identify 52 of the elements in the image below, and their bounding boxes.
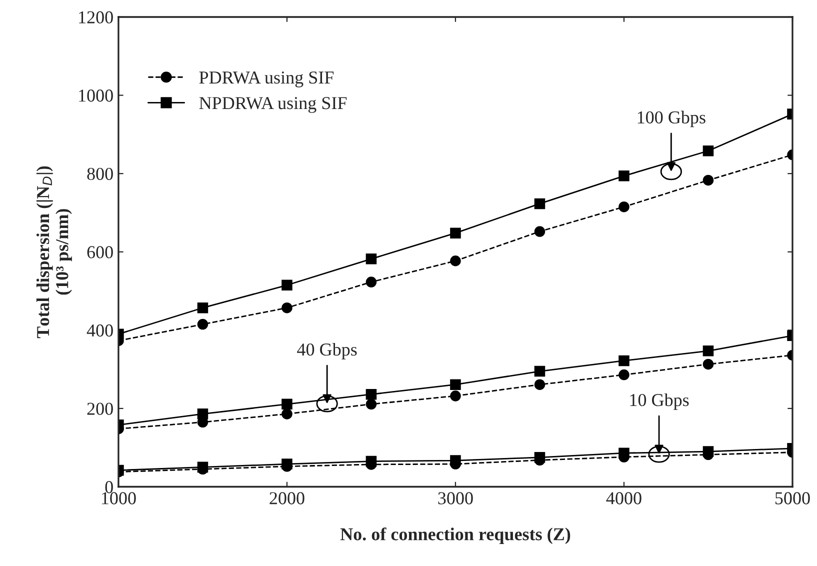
x-axis-title: No. of connection requests (Z) xyxy=(340,527,570,544)
point xyxy=(282,398,292,410)
point xyxy=(534,226,546,237)
point xyxy=(450,390,461,402)
point xyxy=(450,379,461,390)
legend-label: NPDRWA using SIF xyxy=(199,97,347,113)
point xyxy=(197,302,208,314)
point xyxy=(197,408,208,420)
point xyxy=(618,369,630,380)
text: Total dispersion (|N$_{D}$|) (10³ ps/nm) xyxy=(36,166,72,338)
point xyxy=(366,276,377,288)
point xyxy=(366,254,377,264)
y-tick-label: 1000 xyxy=(79,90,113,102)
x-tick-label: 5000 xyxy=(775,492,810,504)
point xyxy=(534,366,546,377)
point xyxy=(702,346,714,356)
point xyxy=(282,280,292,291)
point xyxy=(282,408,292,420)
x-tick-label: 1000 xyxy=(102,492,136,504)
point xyxy=(618,448,630,458)
point xyxy=(366,456,377,467)
annotation: 40 Gbps xyxy=(297,342,357,360)
point xyxy=(702,358,714,370)
y-tick-label: 400 xyxy=(86,324,113,337)
x-tick-label: 3000 xyxy=(438,492,473,504)
point xyxy=(197,318,208,330)
y-tick-label: 1200 xyxy=(79,11,113,24)
point xyxy=(702,446,714,457)
point xyxy=(366,388,377,400)
point xyxy=(534,198,546,210)
y-tick-label: 600 xyxy=(87,246,113,258)
point xyxy=(702,174,714,186)
x-tick-label: 2000 xyxy=(270,492,304,504)
point xyxy=(282,458,292,470)
point xyxy=(618,201,630,212)
annotation: 100 Gbps xyxy=(638,110,706,128)
y-tick-label: 800 xyxy=(87,168,113,180)
legend-label: PDRWA using SIF xyxy=(199,71,334,88)
point xyxy=(534,452,546,463)
y-tick-label: 200 xyxy=(87,402,113,415)
point xyxy=(366,398,377,410)
point xyxy=(282,302,292,314)
point xyxy=(450,228,461,238)
point xyxy=(618,170,630,182)
x-tick-label: 4000 xyxy=(606,492,642,504)
point xyxy=(450,455,461,466)
annotation: 10 Gbps xyxy=(630,393,689,410)
point xyxy=(618,355,630,366)
point xyxy=(534,379,546,390)
point xyxy=(450,255,461,266)
point xyxy=(702,145,714,156)
y-tick-label: 0 xyxy=(105,481,113,494)
